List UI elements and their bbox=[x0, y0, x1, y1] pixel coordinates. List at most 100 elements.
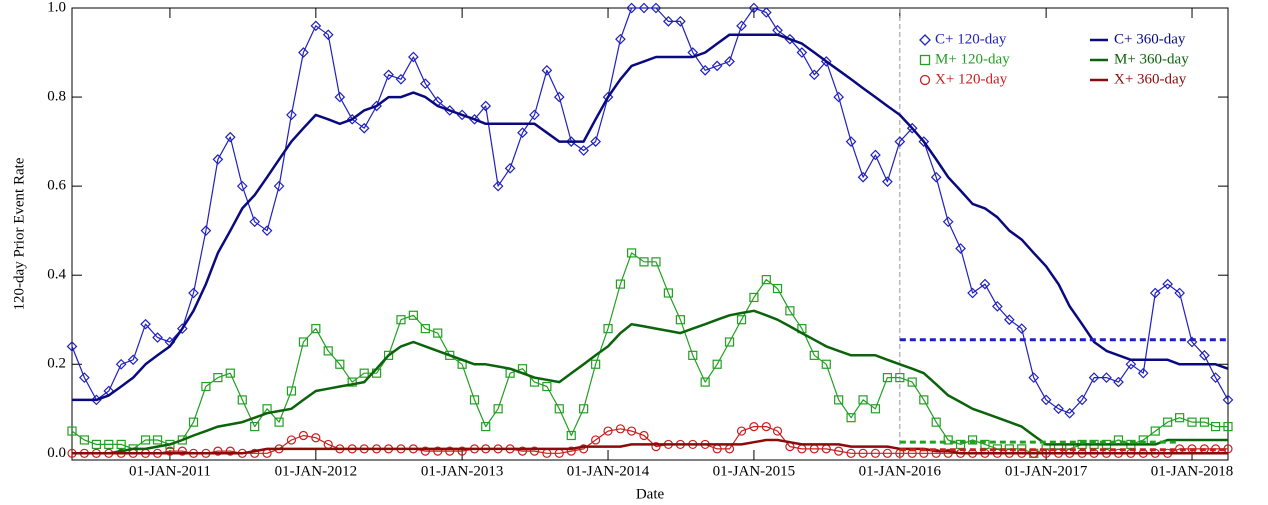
square-marker bbox=[188, 417, 199, 427]
diamond-marker bbox=[736, 20, 747, 32]
diamond-marker bbox=[334, 91, 346, 103]
diamond-marker bbox=[870, 149, 881, 161]
x-tick-label: 01-JAN-2012 bbox=[275, 463, 358, 479]
square-marker bbox=[1150, 426, 1160, 436]
y-tick-label: 0.6 bbox=[47, 178, 66, 194]
circle-marker bbox=[736, 426, 747, 436]
square-marker bbox=[116, 439, 126, 450]
diamond-marker bbox=[273, 180, 285, 192]
circle-marker bbox=[931, 448, 941, 458]
y-axis-label: 120-day Prior Event Rate bbox=[11, 157, 27, 310]
diamond-marker bbox=[1149, 287, 1161, 299]
diamond-marker bbox=[140, 318, 151, 330]
diamond-marker bbox=[504, 162, 516, 174]
square-marker bbox=[250, 422, 260, 432]
series-line bbox=[71, 7, 1229, 414]
diamond-marker bbox=[480, 100, 492, 112]
diamond-marker bbox=[1076, 394, 1088, 406]
square-marker bbox=[1211, 422, 1221, 432]
square-marker bbox=[67, 426, 77, 436]
diamond-marker bbox=[553, 91, 565, 103]
diamond-marker bbox=[845, 136, 857, 147]
diamond-marker bbox=[1210, 372, 1221, 383]
y-tick-label: 0.8 bbox=[47, 89, 66, 105]
diamond-marker bbox=[711, 60, 723, 72]
diamond-marker bbox=[918, 136, 930, 147]
square-marker bbox=[834, 395, 844, 405]
y-tick-label: 0.0 bbox=[47, 445, 66, 461]
diamond-marker bbox=[1222, 394, 1234, 406]
diamond-marker bbox=[638, 2, 650, 14]
smooth-line bbox=[72, 309, 1228, 455]
square-marker bbox=[736, 315, 747, 325]
x-tick-label: 01-JAN-2013 bbox=[421, 463, 504, 479]
diamond-marker bbox=[529, 109, 540, 121]
diamond-marker bbox=[967, 287, 978, 299]
diamond-marker bbox=[127, 354, 139, 366]
series-line bbox=[71, 252, 1228, 454]
diamond-marker bbox=[955, 243, 966, 254]
square-marker bbox=[1199, 417, 1210, 427]
diamond-marker bbox=[833, 91, 845, 103]
diamond-marker bbox=[261, 225, 273, 237]
circle-marker bbox=[591, 435, 601, 445]
x-tick-label: 01-JAN-2017 bbox=[1005, 463, 1088, 479]
legend-label: X+ 120-day bbox=[935, 71, 1008, 87]
diamond-marker bbox=[1125, 358, 1137, 370]
square-marker bbox=[1187, 417, 1197, 427]
circle-marker bbox=[566, 446, 576, 456]
circle-marker bbox=[529, 446, 540, 456]
diamond-marker bbox=[1040, 394, 1052, 406]
diamond-marker bbox=[992, 301, 1003, 312]
square-marker bbox=[907, 377, 917, 387]
smooth-line bbox=[72, 438, 1228, 455]
diamond-marker bbox=[395, 73, 407, 85]
diamond-marker bbox=[1004, 314, 1015, 326]
square-marker bbox=[846, 413, 856, 423]
diamond-marker bbox=[152, 332, 163, 343]
square-marker bbox=[298, 337, 309, 347]
square-marker bbox=[542, 381, 552, 392]
x-tick-label: 01-JAN-2011 bbox=[129, 463, 211, 479]
square-marker bbox=[700, 377, 710, 387]
x-tick-label: 01-JAN-2016 bbox=[859, 463, 942, 479]
diamond-marker bbox=[310, 20, 322, 32]
circle-marker bbox=[286, 435, 297, 445]
circle-marker bbox=[749, 422, 759, 432]
square-marker bbox=[201, 381, 211, 392]
circle-marker bbox=[433, 446, 443, 456]
square-marker bbox=[943, 435, 953, 445]
diamond-marker bbox=[322, 29, 334, 41]
diamond-marker bbox=[1174, 287, 1185, 299]
diamond-marker bbox=[1162, 278, 1173, 290]
diamond-marker bbox=[578, 145, 589, 156]
square-marker bbox=[566, 430, 576, 441]
circle-marker bbox=[882, 448, 893, 458]
x-tick-label: 01-JAN-2018 bbox=[1151, 463, 1234, 479]
circle-marker bbox=[225, 446, 235, 456]
legend-label: C+ 120-day bbox=[935, 31, 1007, 47]
diamond-marker bbox=[79, 372, 90, 383]
diamond-marker bbox=[650, 2, 662, 14]
circle-marker bbox=[846, 448, 856, 458]
diamond-marker bbox=[249, 216, 261, 228]
diamond-marker bbox=[1053, 403, 1064, 415]
diamond-marker bbox=[1199, 350, 1210, 361]
y-tick-label: 0.2 bbox=[47, 356, 66, 372]
square-marker bbox=[311, 324, 321, 334]
square-marker bbox=[663, 288, 673, 298]
circle-marker bbox=[213, 446, 223, 456]
square-marker bbox=[396, 315, 406, 325]
square-marker bbox=[749, 292, 759, 303]
diamond-marker bbox=[675, 16, 686, 27]
diamond-marker bbox=[188, 287, 199, 299]
square-marker bbox=[579, 404, 589, 414]
x-tick-label: 01-JAN-2014 bbox=[567, 463, 650, 479]
diamond-marker bbox=[286, 109, 297, 121]
diamond-marker bbox=[942, 216, 954, 228]
circle-marker bbox=[858, 448, 868, 458]
square-marker bbox=[785, 306, 795, 316]
plot-frame bbox=[71, 7, 1229, 461]
square-marker bbox=[615, 279, 626, 289]
